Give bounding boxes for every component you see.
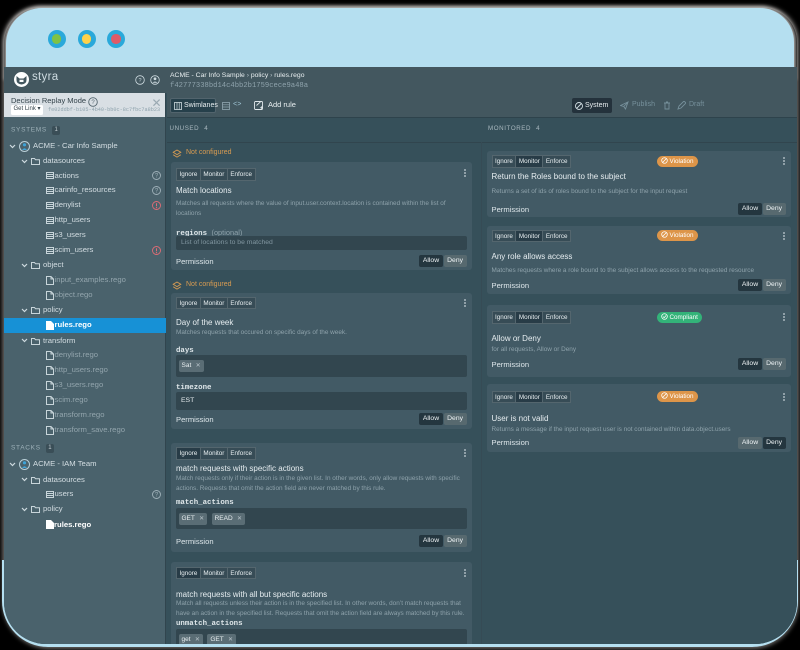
- svg-text:?: ?: [155, 174, 159, 180]
- svg-text:?: ?: [91, 100, 95, 106]
- svg-text:?: ?: [138, 78, 141, 84]
- svg-text:?: ?: [155, 492, 159, 498]
- svg-text:?: ?: [155, 188, 159, 194]
